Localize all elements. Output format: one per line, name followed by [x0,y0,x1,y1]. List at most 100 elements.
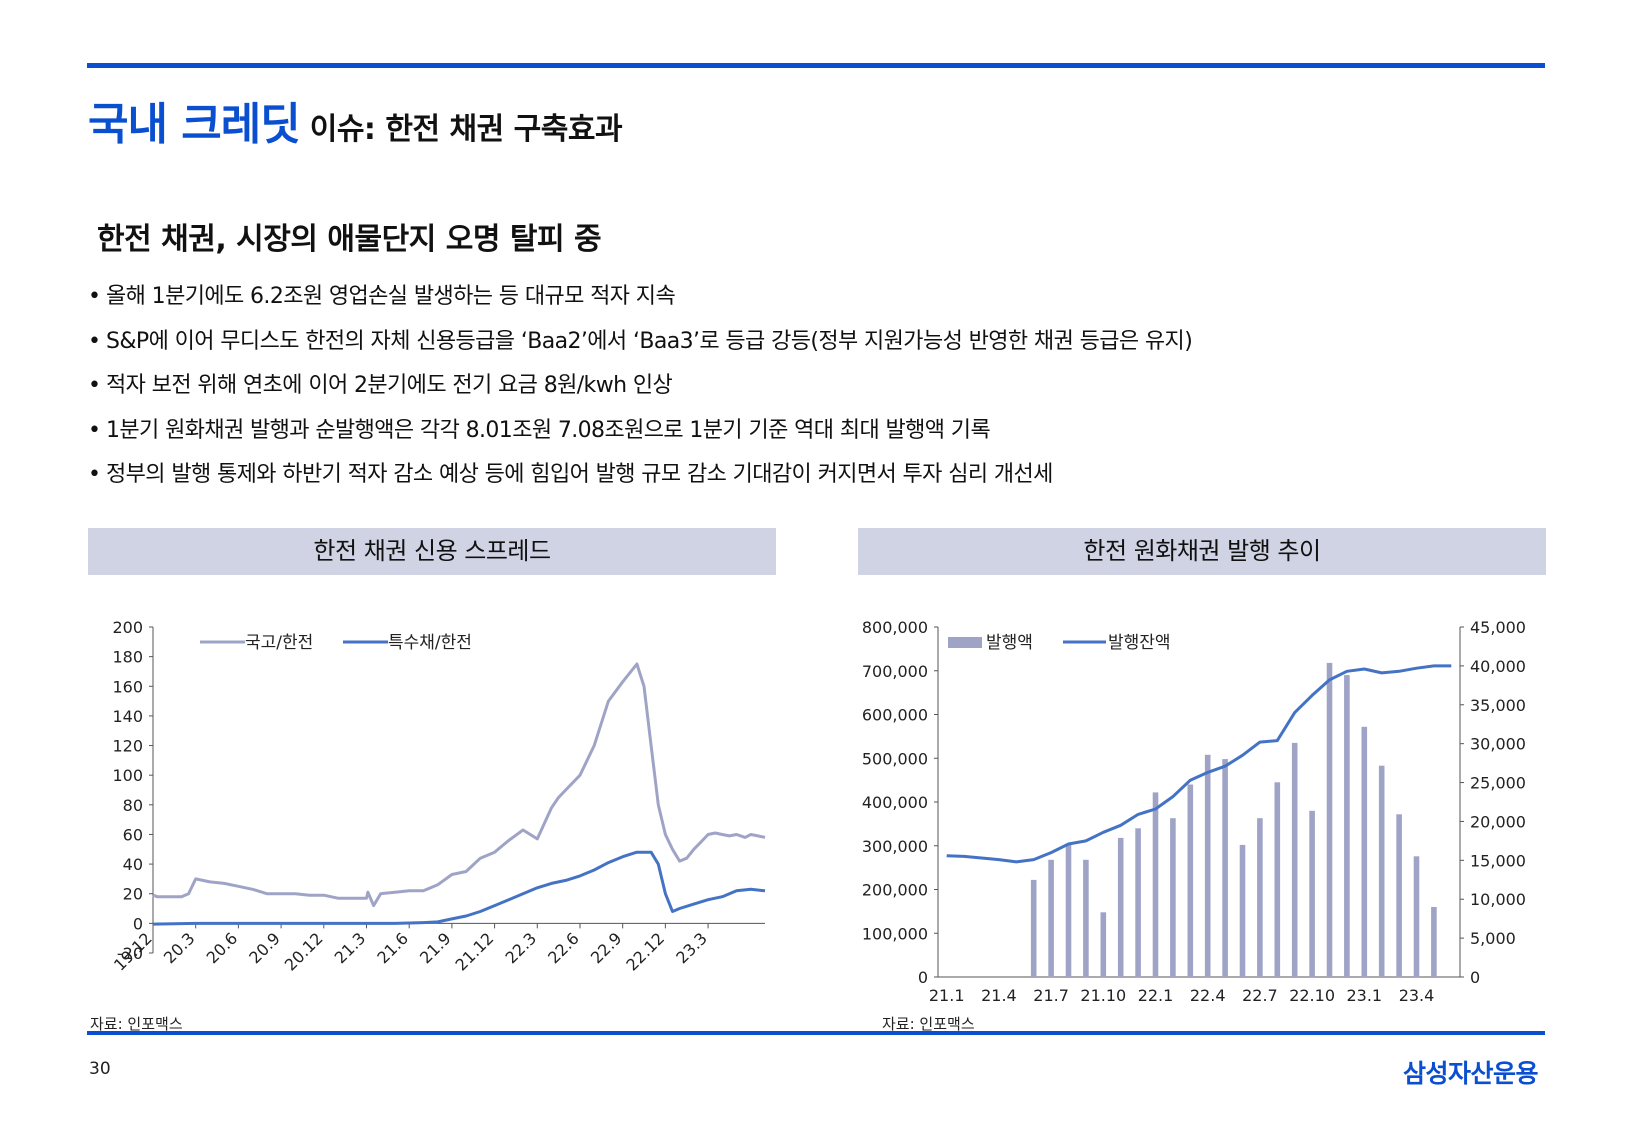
y-tick-label: 100 [112,766,143,785]
left-y-tick-label: 0 [918,968,928,987]
y-tick-label: 160 [112,677,143,696]
issuance-bar [1030,879,1037,977]
issuance-bar [1378,765,1385,977]
issuance-bar [1326,662,1333,977]
bullet-item: • 적자 보전 위해 연초에 이어 2분기에도 전기 요금 8원/kwh 인상 [88,373,673,398]
outstanding-line [946,664,1452,864]
left-panel-title: 한전 채권 신용 스프레드 [88,528,776,575]
x-tick-label: 22.3 [501,929,540,968]
left-y-tick-label: 400,000 [862,793,928,812]
legend-label: 발행액 [986,633,1033,653]
footer-rule [87,1031,1545,1035]
left-y-tick-label: 600,000 [862,706,928,725]
issuance-bar [1361,726,1368,978]
left-source-note: 자료: 인포맥스 [90,1015,183,1033]
right-y-tick-label: 45,000 [1470,618,1526,637]
x-tick-label: 21.1 [929,986,965,1005]
issuance-bar [1274,782,1281,977]
x-tick-label: 21.10 [1080,986,1126,1005]
title-sub: 이슈: 한전 채권 구축효과 [309,112,623,147]
x-tick-label: 22.12 [622,929,668,975]
legend-label: 발행잔액 [1108,633,1171,653]
right-panel-title: 한전 원화채권 발행 추이 [858,528,1546,575]
issuance-bar [1135,828,1141,978]
legend-label: 국고/한전 [245,633,313,653]
issuance-bar-line-chart: 800,000 700,000 600,000 500,000 400,000 300,0… [862,618,1526,1005]
issuance-bar [1204,754,1211,978]
x-tick-label: 23.1 [1346,986,1382,1005]
brand-logo-text: 삼성자산운용 [1403,1059,1539,1088]
legend-label: 특수채/한전 [388,633,472,653]
issuance-bar [1413,856,1420,978]
series-line-special [152,850,766,926]
left-y-tick-label: 100,000 [862,924,928,943]
y-tick-label: -20 [117,944,143,963]
bullet-item: • 1분기 원화채권 발행과 순발행액은 각각 8.01조원 7.08조원으로 1… [88,417,991,443]
left-y-tick-label: 500,000 [862,749,928,768]
y-tick-label: 140 [112,707,143,726]
x-tick-label: 22.7 [1242,986,1278,1005]
x-tick-label: 20.12 [281,929,327,975]
x-tick-label: 23.3 [672,929,711,968]
y-tick-label: 40 [123,855,143,874]
issuance-bar [1396,814,1402,978]
issuance-bar [1100,912,1107,978]
left-y-tick-label: 800,000 [862,618,928,637]
issuance-bar [1309,810,1315,978]
y-tick-label: 20 [123,885,143,904]
issuance-bar [1065,844,1072,977]
issuance-bar [1187,784,1194,977]
issuance-bar [1048,859,1054,978]
x-tick-label: 20.9 [245,929,284,968]
right-y-tick-label: 0 [1470,968,1480,987]
x-tick-label: 22.6 [544,929,583,968]
right-y-tick-label: 35,000 [1470,696,1526,715]
y-tick-label: 120 [112,737,143,756]
x-tick-label: 22.10 [1289,986,1335,1005]
legend-swatch-bar [948,637,982,648]
right-y-tick-label: 20,000 [1470,812,1526,831]
series-line-gov [152,662,766,908]
issuance-bar [1344,675,1350,977]
bullet-item: • 올해 1분기에도 6.2조원 영업손실 발생하는 등 대규모 적자 지속 [88,284,676,309]
x-tick-label: 21.6 [373,929,412,968]
right-y-tick-label: 40,000 [1470,657,1526,676]
y-tick-label: 60 [123,825,143,844]
issuance-bar [1431,907,1437,977]
right-y-tick-label: 10,000 [1470,890,1526,909]
x-tick-label: 21.3 [331,929,370,968]
right-source-note: 자료: 인포맥스 [882,1015,975,1033]
x-tick-label: 20.3 [160,929,199,968]
page-title: 국내 크레딧 이슈: 한전 채권 구축효과 [88,88,623,152]
x-tick-label: 21.4 [981,986,1017,1005]
issuance-bar [1239,844,1246,977]
page-number: 30 [89,1059,111,1079]
x-tick-label: 22.9 [587,929,626,968]
section-heading: 한전 채권, 시장의 애물단지 오명 탈피 중 [97,222,602,257]
x-tick-label: 21.12 [452,929,498,975]
y-tick-label: 200 [112,618,143,637]
right-y-tick-label: 30,000 [1470,735,1526,754]
issuance-bar [1170,818,1176,977]
y-tick-label: 0 [133,914,143,933]
bullet-item: • S&P에 이어 무디스도 한전의 자체 신용등급을 ‘Baa2’에서 ‘Baa… [88,328,1193,354]
bullet-list: • 올해 1분기에도 6.2조원 영업손실 발생하는 등 대규모 적자 지속 • S… [88,282,1193,505]
y-tick-label: 80 [123,796,143,815]
issuance-bar [1152,792,1159,977]
x-tick-label: 20.6 [203,929,242,968]
x-tick-label: 22.1 [1138,986,1174,1005]
bullet-item: • 정부의 발행 통제와 하반기 적자 감소 예상 등에 힘입어 발행 규모 감소… [88,462,1053,487]
x-tick-label: 21.7 [1033,986,1069,1005]
issuance-bar [1291,742,1298,977]
right-y-tick-label: 25,000 [1470,774,1526,793]
title-main: 국내 크레딧 [88,99,301,150]
x-tick-label: 21.9 [416,929,455,968]
x-tick-label: 22.4 [1190,986,1226,1005]
y-tick-label: 180 [112,648,143,667]
right-y-tick-label: 15,000 [1470,851,1526,870]
x-tick-label: 23.4 [1399,986,1435,1005]
header-rule [87,63,1545,68]
issuance-bar [1257,818,1263,977]
left-y-tick-label: 700,000 [862,662,928,681]
